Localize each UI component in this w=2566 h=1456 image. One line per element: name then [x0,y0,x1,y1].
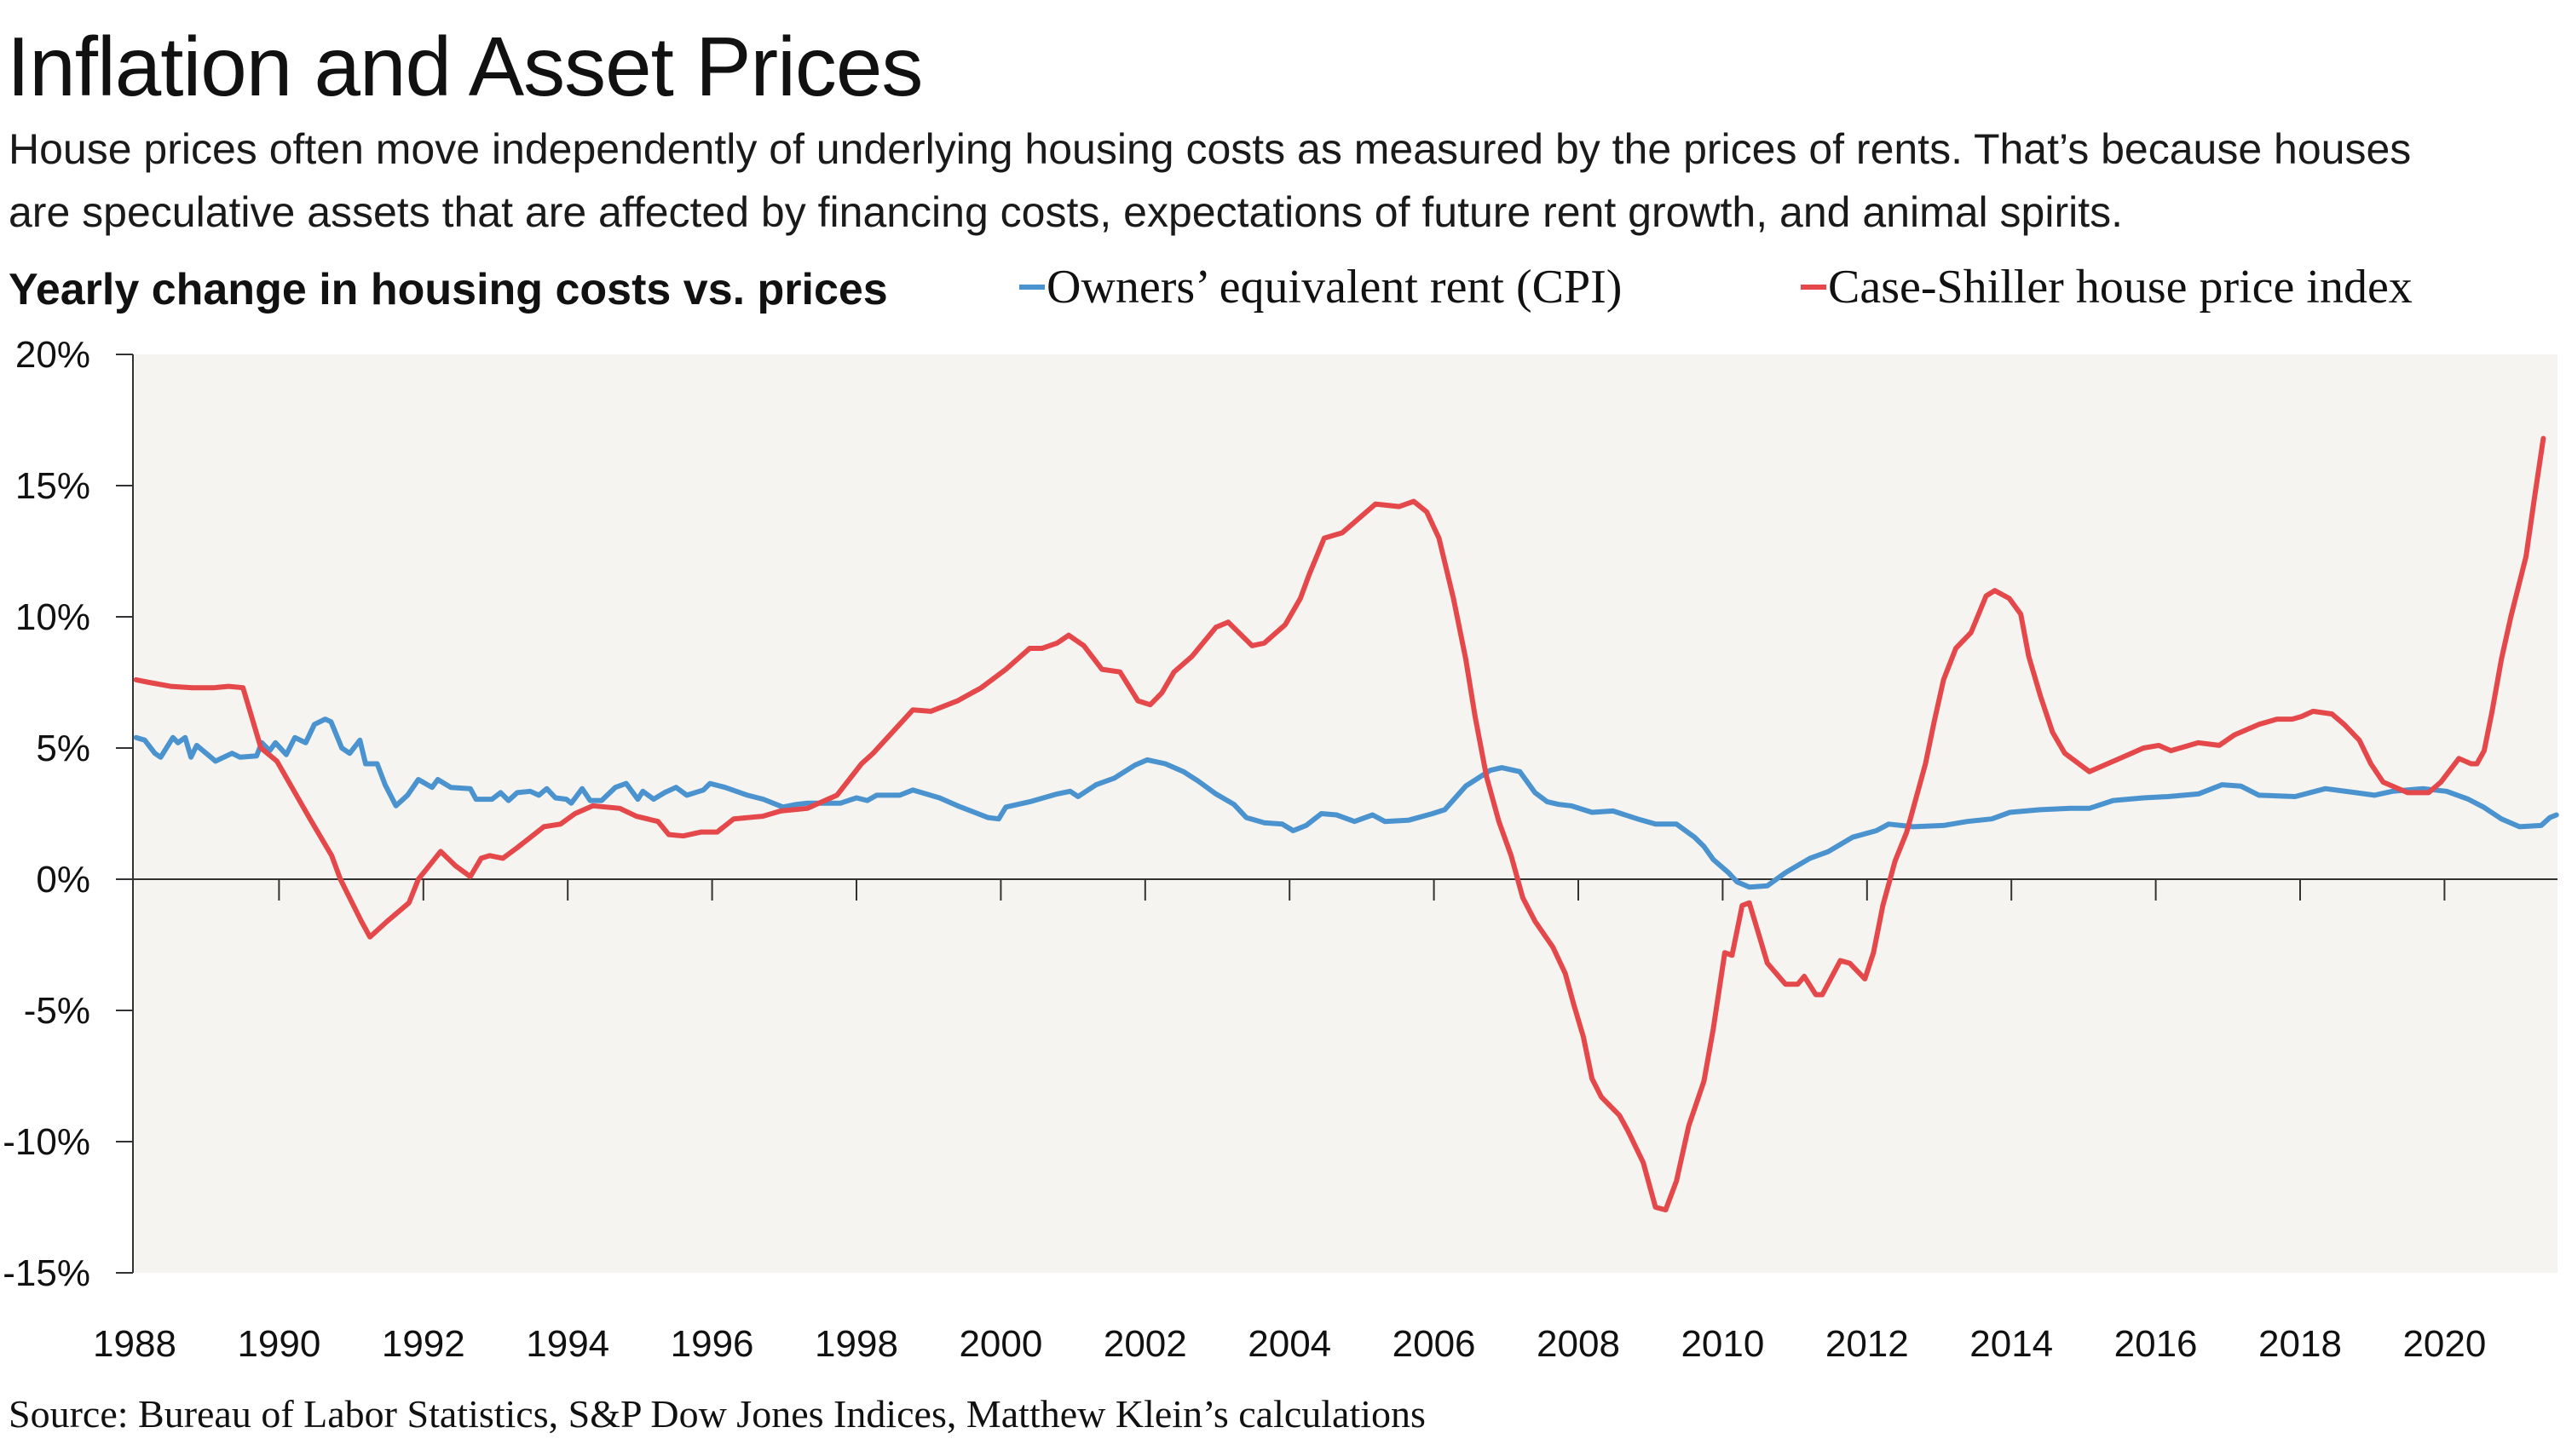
x-tick-label: 1988 [93,1323,176,1365]
legend-item-case-shiller: Case-Shiller house price index [1801,260,2413,314]
x-tick-label: 2002 [1104,1323,1187,1365]
x-tick-label: 2012 [1825,1323,1909,1365]
y-tick-label: 20% [15,334,90,376]
x-tick-label: 1996 [671,1323,754,1365]
series-line-owners-equivalent-rent [133,716,2559,890]
x-tick-label: 1990 [237,1323,320,1365]
y-tick-label: 0% [36,859,90,901]
y-tick-label: 15% [15,465,90,507]
y-tick-label: 5% [36,728,90,769]
legend-label-oer: Owners’ equivalent rent (CPI) [1047,261,1623,314]
y-tick-label: -5% [24,990,90,1032]
chart-heading: Yearly change in housing costs vs. price… [9,265,888,314]
x-tick-label: 2014 [1969,1323,2053,1365]
x-tick-label: 2006 [1393,1323,1476,1365]
legend-item-oer: Owners’ equivalent rent (CPI) [1019,260,1622,314]
y-tick-label: -15% [3,1252,90,1294]
source-note: Source: Bureau of Labor Statistics, S&P … [9,1392,1426,1436]
x-tick-label: 2004 [1248,1323,1331,1365]
x-tick-label: 2000 [959,1323,1042,1365]
y-tick-label: 10% [15,596,90,638]
y-tick-label: -10% [3,1121,90,1163]
x-tick-label: 2018 [2258,1323,2342,1365]
legend-swatch-case-shiller [1801,285,1826,290]
series-line-case-shiller [133,435,2546,1213]
subtitle-line-2: are speculative assets that are affected… [9,188,2123,236]
legend-label-case-shiller: Case-Shiller house price index [1828,261,2413,314]
plot-background [133,354,2557,1273]
subtitle-line-1: House prices often move independently of… [9,125,2412,173]
x-tick-label: 1998 [815,1323,898,1365]
x-tick-label: 2010 [1681,1323,1764,1365]
x-tick-label: 2020 [2402,1323,2486,1365]
page-title: Inflation and Asset Prices [7,20,923,113]
x-tick-label: 2008 [1537,1323,1620,1365]
x-tick-label: 1994 [526,1323,609,1365]
legend-swatch-oer [1019,285,1045,290]
x-tick-label: 1992 [382,1323,465,1365]
x-tick-label: 2016 [2114,1323,2198,1365]
